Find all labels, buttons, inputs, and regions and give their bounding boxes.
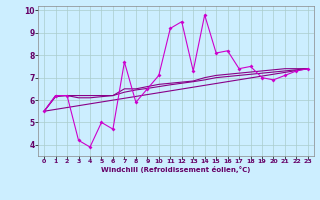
X-axis label: Windchill (Refroidissement éolien,°C): Windchill (Refroidissement éolien,°C)	[101, 166, 251, 173]
